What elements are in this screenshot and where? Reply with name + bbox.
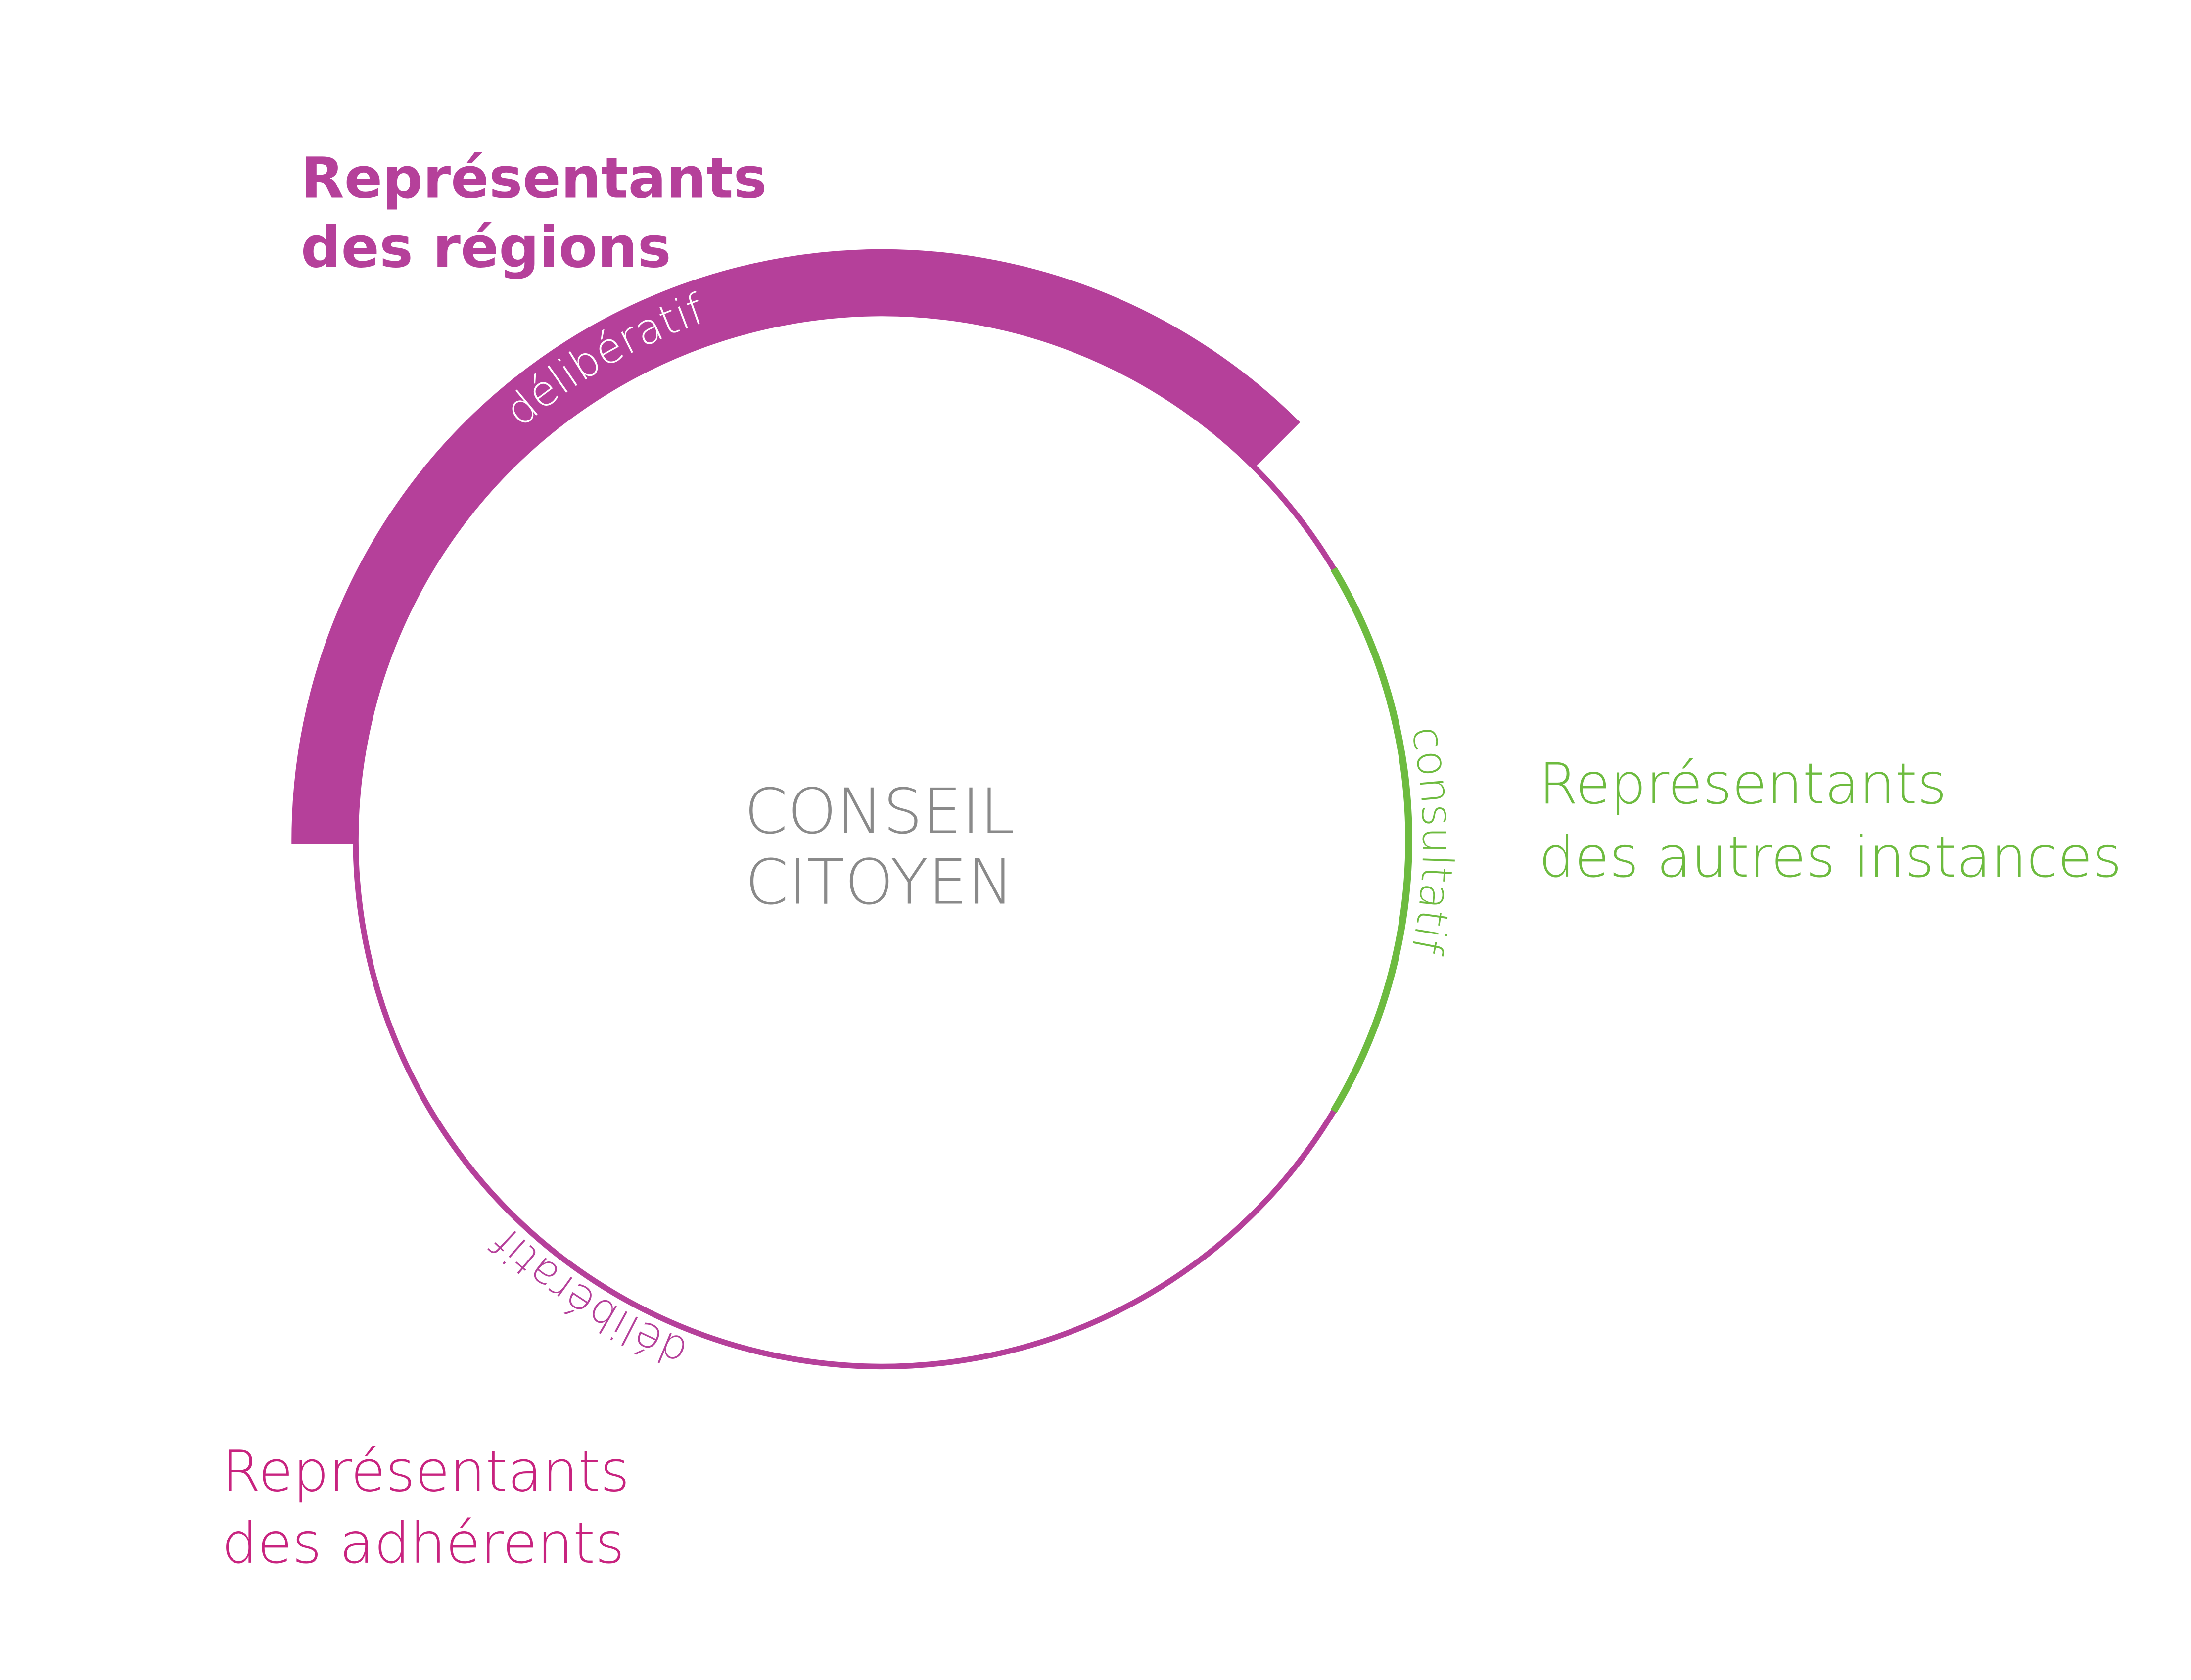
center-title: CITOYEN bbox=[745, 845, 1014, 918]
arc-label: délibératif bbox=[496, 285, 710, 437]
group-label: des adhérents bbox=[222, 1510, 624, 1576]
group-label: des autres instances bbox=[1539, 824, 2122, 890]
group-label: Représentants bbox=[1539, 751, 1947, 817]
arc-label-text: délibératif bbox=[496, 285, 710, 437]
group-label: Représentants bbox=[222, 1439, 630, 1504]
center-title: CONSEIL bbox=[745, 775, 1015, 848]
group-label: des régions bbox=[301, 214, 671, 280]
consultative-arc bbox=[1330, 567, 1412, 1113]
regions-arc bbox=[291, 249, 1300, 844]
arc-label: délibératif bbox=[483, 1218, 694, 1377]
group-label: Représentants bbox=[301, 145, 767, 211]
arc-label-text: délibératif bbox=[483, 1218, 694, 1377]
